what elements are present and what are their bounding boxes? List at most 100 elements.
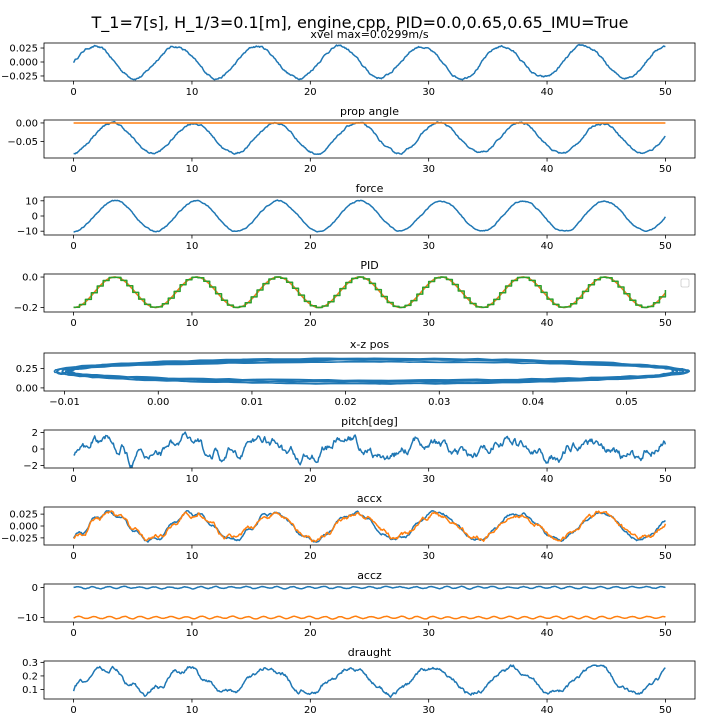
subplot-4: PID 0 10 20 30 40 50 −0.2 0.0 [14, 259, 696, 329]
y-tick-label: 0.000 [9, 522, 38, 533]
series-line-blue [73, 120, 666, 156]
series-group [72, 664, 666, 699]
x-tick-label: 40 [541, 628, 554, 639]
x-tick-label: 0 [70, 241, 76, 252]
subplot-title: prop angle [340, 105, 399, 118]
x-tick-label: 0.01 [241, 397, 263, 408]
y-tick-label: 0.2 [22, 671, 38, 682]
x-tick-label: 30 [422, 164, 435, 175]
x-tick-label: 50 [659, 164, 672, 175]
x-tick-label: 10 [186, 318, 199, 329]
x-tick-label: 50 [659, 551, 672, 562]
x-tick-label: 40 [541, 164, 554, 175]
subplot-2: prop angle 0 10 20 30 40 50 −0.05 0.00 [7, 105, 696, 175]
y-tick-label: −0.025 [1, 533, 38, 544]
axes-frame [43, 273, 696, 313]
x-tick-label: 10 [186, 164, 199, 175]
series-line-orange [73, 510, 667, 543]
y-tick-label: 0.025 [9, 44, 38, 55]
y-tick-label: 0.3 [22, 658, 38, 669]
y-tick-label: 0 [32, 583, 38, 594]
x-tick-label: 30 [422, 318, 435, 329]
x-tick-label: 50 [659, 318, 672, 329]
subplot-title: PID [360, 259, 378, 272]
x-tick-label: 30 [422, 628, 435, 639]
y-tick-label: 10 [25, 196, 38, 207]
y-tick-label: −10 [17, 227, 38, 238]
subplot-8: accz 0 10 20 30 40 50 −10 0 [17, 569, 696, 639]
subplots: xvel max=0.0299m/s0 10 20 30 40 50−0.0250.000… [1, 28, 696, 716]
x-tick-label: 0 [70, 87, 76, 98]
x-tick-label: 0 [70, 705, 76, 716]
x-tick-label: 0 [70, 164, 76, 175]
x-tick-label: 50 [659, 241, 672, 252]
x-tick-label: 20 [304, 164, 317, 175]
y-tick-label: −0.025 [1, 71, 38, 82]
x-tick-label: 0 [70, 551, 76, 562]
y-tick-label: 0.00 [16, 383, 38, 394]
series-line-blue [53, 357, 691, 385]
x-tick-label: 0 [70, 474, 76, 485]
y-tick-label: 0.00 [16, 118, 38, 129]
x-tick-label: 40 [541, 474, 554, 485]
subplot-title: force [356, 182, 384, 195]
axes-frame [43, 352, 696, 392]
subplot-title: xvel max=0.0299m/s [310, 28, 428, 41]
x-tick-label: 0.02 [334, 397, 356, 408]
x-tick-label: 10 [186, 551, 199, 562]
series-line-blue [73, 431, 667, 468]
subplot-title: pitch[deg] [341, 415, 398, 428]
x-tick-label: 40 [541, 241, 554, 252]
x-tick-label: −0.01 [49, 397, 80, 408]
series-group [53, 357, 691, 385]
series-group [73, 431, 667, 468]
series-line-blue [73, 585, 666, 590]
subplot-title: accx [357, 492, 383, 505]
series-group [72, 509, 667, 543]
x-tick-label: 20 [304, 318, 317, 329]
x-tick-label: 10 [186, 628, 199, 639]
x-tick-label: 20 [304, 474, 317, 485]
x-tick-label: 20 [304, 628, 317, 639]
series-line-blue [73, 199, 667, 233]
y-tick-label: −0.2 [14, 303, 38, 314]
x-tick-label: 0.00 [147, 397, 169, 408]
series-group [73, 276, 667, 309]
x-tick-label: 30 [422, 241, 435, 252]
series-line-blue [72, 664, 666, 699]
x-tick-label: 50 [659, 474, 672, 485]
x-tick-label: 40 [541, 705, 554, 716]
subplot-3: force 0 10 20 30 40 50 −10 0 10 [17, 182, 696, 252]
x-tick-label: 0.04 [522, 397, 544, 408]
x-tick-label: 40 [541, 551, 554, 562]
x-tick-label: 40 [541, 87, 554, 98]
y-tick-label: 0.000 [9, 58, 38, 69]
series-line-blue [72, 43, 666, 81]
x-tick-label: 0 [70, 628, 76, 639]
y-tick-label: 0.25 [16, 364, 38, 375]
y-tick-label: 0.1 [22, 685, 38, 696]
series-line-green [73, 276, 667, 309]
subplot-1: xvel max=0.0299m/s 0 10 20 30 40 50 −0.025 0.000… [1, 28, 696, 98]
subplot-9: draught 0 10 20 30 40 50 0.1 0.2 0.3 [22, 646, 696, 716]
subplot-title: x-z pos [350, 338, 389, 351]
x-tick-label: 10 [186, 705, 199, 716]
subplot-5: x-z pos −0.01 0.00 0.01 0.02 0.03 0.04 0.05 0.00… [16, 338, 696, 408]
subplot-title: draught [348, 646, 392, 659]
subplot-6: pitch[deg] 0 10 20 30 40 50 −2 0 2 [23, 415, 696, 485]
series-group [72, 43, 666, 81]
y-tick-label: −10 [17, 613, 38, 624]
y-tick-label: −0.05 [7, 137, 38, 148]
y-tick-label: 2 [32, 428, 38, 439]
y-tick-label: 0.0 [22, 273, 38, 284]
y-tick-label: 0 [32, 445, 38, 456]
y-tick-label: 0 [32, 212, 38, 223]
x-tick-label: 0.05 [615, 397, 637, 408]
x-tick-label: 20 [304, 551, 317, 562]
x-tick-label: 40 [541, 318, 554, 329]
x-tick-label: 20 [304, 87, 317, 98]
x-tick-label: 20 [304, 705, 317, 716]
x-tick-label: 30 [422, 705, 435, 716]
